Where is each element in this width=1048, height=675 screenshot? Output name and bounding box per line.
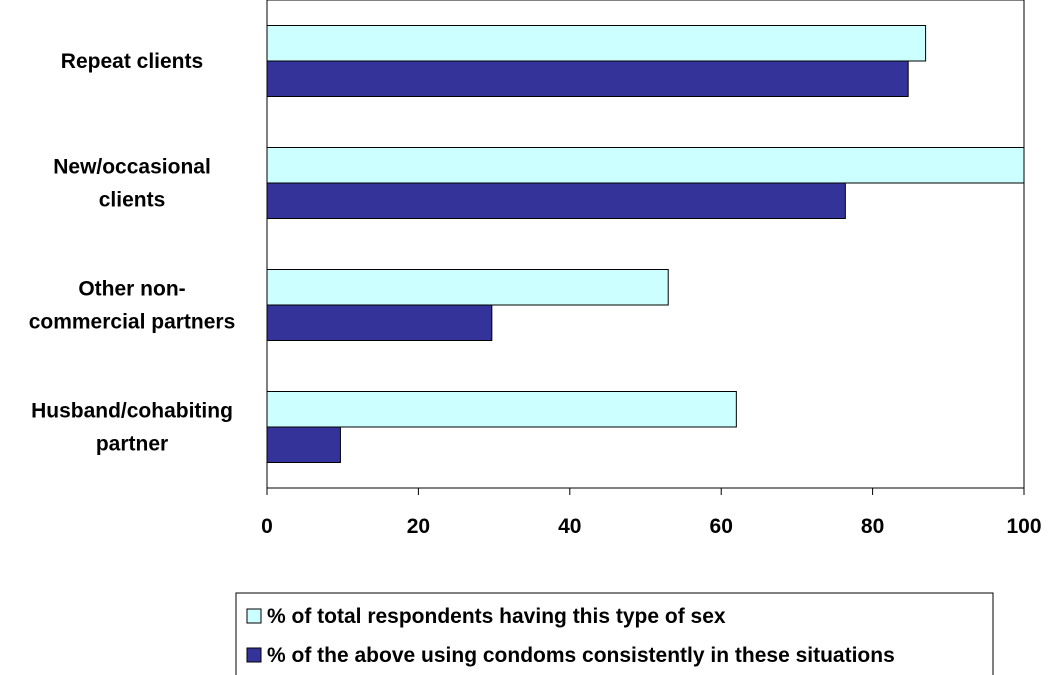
legend-swatch-0 (246, 608, 262, 624)
legend-label-0: % of total respondents having this type … (267, 605, 726, 628)
legend-label-1: % of the above using condoms consistentl… (267, 644, 895, 667)
x-tick-label-1: 20 (407, 515, 430, 538)
bar-condom-3 (266, 426, 341, 463)
bars-group (266, 25, 1025, 463)
x-tick-label-0: 0 (261, 515, 273, 538)
bar-condom-2 (266, 304, 493, 341)
bar-total-0 (266, 25, 927, 62)
category-label-2: Other non-commercial partners (29, 278, 236, 334)
legend: % of total respondents having this type … (235, 592, 994, 675)
bar-condom-1 (266, 182, 846, 219)
bar-total-3 (266, 391, 737, 428)
bar-total-2 (266, 269, 669, 306)
x-axis: 0 20 40 60 80 100 (261, 488, 1042, 538)
category-label-1: New/occasional clients (53, 156, 211, 212)
x-tick-label-5: 100 (1006, 515, 1041, 538)
x-tick-label-3: 60 (710, 515, 733, 538)
legend-swatch-1 (246, 647, 262, 663)
bar-total-1 (266, 147, 1025, 184)
legend-box (235, 592, 994, 675)
x-tick-label-4: 80 (861, 515, 884, 538)
category-labels: Repeat clients New/occasional clients Other… (29, 50, 236, 456)
category-label-3: Husband/cohabiting partner (31, 400, 233, 456)
category-label-0: Repeat clients (61, 50, 203, 73)
x-tick-label-2: 40 (558, 515, 581, 538)
bar-condom-0 (266, 60, 909, 97)
